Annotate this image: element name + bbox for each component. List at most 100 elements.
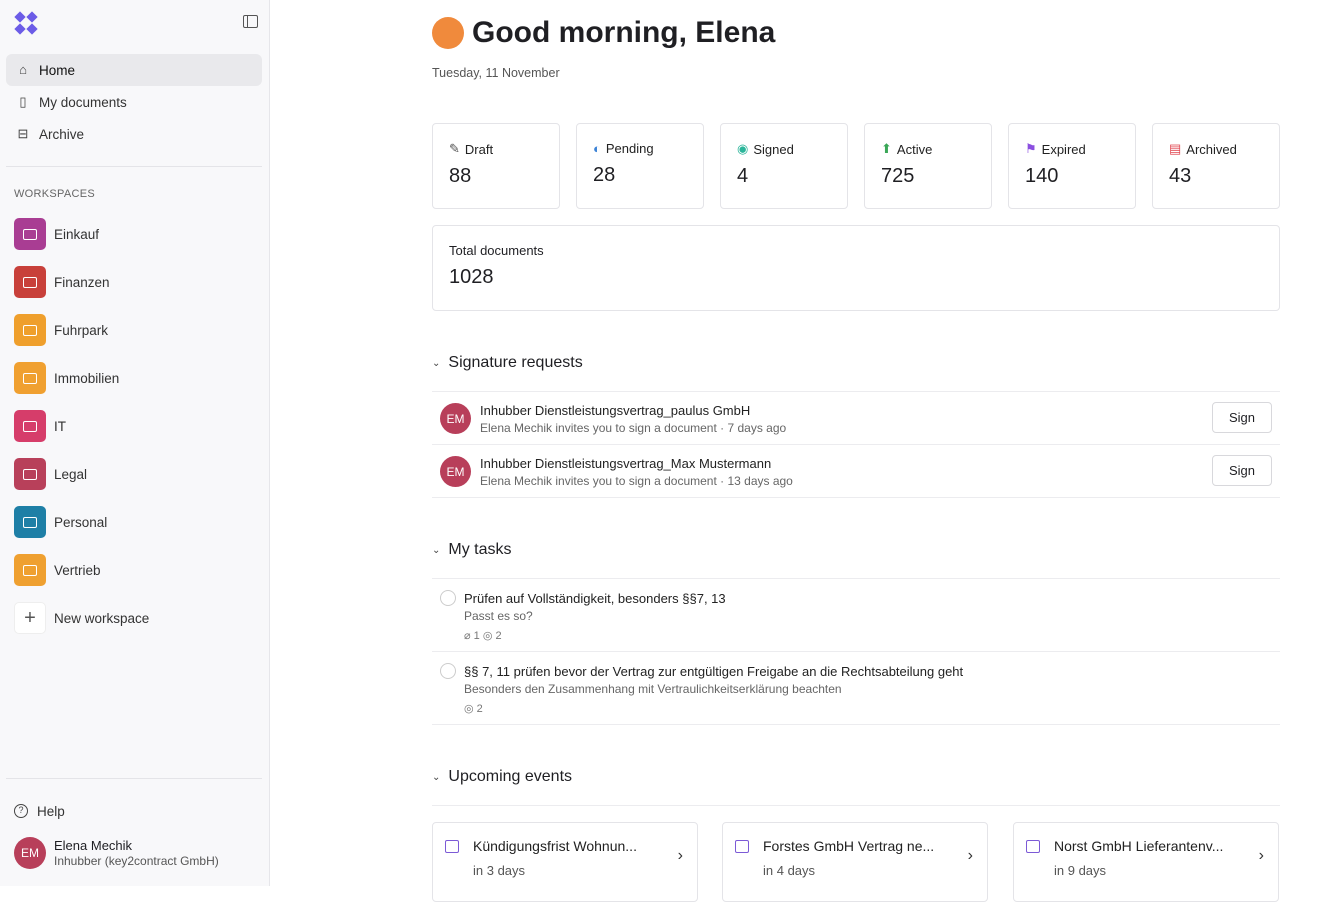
workspace-label: Legal xyxy=(54,466,88,482)
divider xyxy=(6,166,262,167)
help-link[interactable]: ? Help xyxy=(4,795,260,827)
workspace-personal[interactable]: Personal xyxy=(14,506,107,538)
sidebar: ⌂ Home ▯ My documents ⊟ Archive WORKSPACES … xyxy=(0,0,270,886)
chevron-right-icon: › xyxy=(1258,847,1264,864)
nav-label: Home xyxy=(39,62,76,78)
workspace-it[interactable]: IT xyxy=(14,410,66,442)
signature-request-row[interactable]: EM Inhubber Dienstleistungsvertrag_Max Mu… xyxy=(432,444,1280,497)
stat-value: 28 xyxy=(593,164,616,186)
workspaces-heading: WORKSPACES xyxy=(14,188,96,200)
stat-label: Pending xyxy=(605,141,654,156)
total-documents-card[interactable]: Total documents 1028 xyxy=(432,225,1280,311)
user-name: Elena Mechik xyxy=(54,838,133,853)
workspace-label: IT xyxy=(54,418,66,434)
workspace-label: Fuhrpark xyxy=(54,322,109,338)
task-checkbox[interactable] xyxy=(440,590,456,606)
sign-button[interactable]: Sign xyxy=(1212,455,1272,486)
stat-card-draft[interactable]: ✎ Draft 88 xyxy=(432,123,560,209)
folder-icon xyxy=(14,506,46,538)
event-card[interactable]: Norst GmbH Lieferantenv... in 9 days › xyxy=(1013,822,1279,902)
stat-value: 140 xyxy=(1025,165,1059,187)
sidebar-toggle-icon[interactable] xyxy=(243,15,258,28)
workspace-fuhrpark[interactable]: Fuhrpark xyxy=(14,314,108,346)
signature-request-row[interactable]: EM Inhubber Dienstleistungsvertrag_paulus… xyxy=(432,391,1280,444)
folder-icon xyxy=(14,554,46,586)
event-card[interactable]: Kündigungsfrist Wohnun... in 3 days › xyxy=(432,822,698,902)
workspace-legal[interactable]: Legal xyxy=(14,458,87,490)
event-when: in 3 days xyxy=(473,863,526,878)
stat-value: 43 xyxy=(1169,165,1192,187)
request-subtitle: Elena Mechik invites you to sign a docum… xyxy=(480,474,793,488)
total-label: Total documents xyxy=(449,243,544,258)
avatar: EM xyxy=(440,456,471,487)
stat-card-active[interactable]: ⬆ Active 725 xyxy=(864,123,992,209)
help-icon: ? xyxy=(14,804,28,818)
stat-label: Archived xyxy=(1186,141,1237,157)
half-circle-icon: ◐ xyxy=(593,141,601,156)
stat-value: 88 xyxy=(449,165,472,187)
workspace-finanzen[interactable]: Finanzen xyxy=(14,266,110,298)
workspace-label: Finanzen xyxy=(54,274,110,290)
event-card[interactable]: Forstes GmbH Vertrag ne... in 4 days › xyxy=(722,822,988,902)
check-circle-icon: ◉ xyxy=(737,141,749,156)
nav-archive[interactable]: ⊟ Archive xyxy=(6,118,262,150)
chevron-down-icon: ⌄ xyxy=(432,357,441,369)
chevron-down-icon: ⌄ xyxy=(432,771,441,783)
current-date: Tuesday, 11 November xyxy=(432,66,560,80)
task-row[interactable]: Prüfen auf Vollständigkeit, besonders §§… xyxy=(432,578,1280,651)
document-icon: ▯ xyxy=(19,94,27,109)
user-profile[interactable]: EM Elena Mechik Inhubber (key2contract G… xyxy=(14,836,254,870)
workspace-immobilien[interactable]: Immobilien xyxy=(14,362,119,394)
stat-card-expired[interactable]: ⚑ Expired 140 xyxy=(1008,123,1136,209)
nav-my-documents[interactable]: ▯ My documents xyxy=(6,86,262,118)
sign-button[interactable]: Sign xyxy=(1212,402,1272,433)
divider xyxy=(432,724,1280,725)
section-title: Upcoming events xyxy=(448,768,573,785)
folder-icon xyxy=(14,362,46,394)
document-title[interactable]: Inhubber Dienstleistungsvertrag_paulus G… xyxy=(480,403,751,418)
greeting: Good morning, Elena xyxy=(432,16,775,50)
stat-label: Draft xyxy=(464,141,494,157)
avatar: EM xyxy=(440,403,471,434)
event-when: in 4 days xyxy=(763,863,816,878)
workspace-einkauf[interactable]: Einkauf xyxy=(14,218,99,250)
nav-label: Archive xyxy=(39,126,85,142)
signature-requests-header[interactable]: ⌄ Signature requests xyxy=(432,354,583,372)
my-tasks-header[interactable]: ⌄ My tasks xyxy=(432,541,512,559)
upcoming-events-header[interactable]: ⌄ Upcoming events xyxy=(432,768,572,786)
document-title[interactable]: Inhubber Dienstleistungsvertrag_Max Must… xyxy=(480,456,772,471)
request-subtitle: Elena Mechik invites you to sign a docum… xyxy=(480,421,787,435)
folder-icon xyxy=(14,458,46,490)
flag-icon: ⚑ xyxy=(1025,141,1037,156)
task-checkbox[interactable] xyxy=(440,663,456,679)
chevron-right-icon: › xyxy=(677,847,683,864)
task-row[interactable]: §§ 7, 11 prüfen bevor der Vertrag zur en… xyxy=(432,651,1280,724)
nav-label: My documents xyxy=(39,94,127,110)
user-color-dot xyxy=(432,17,464,49)
calendar-icon xyxy=(445,840,459,853)
nav-home[interactable]: ⌂ Home xyxy=(6,54,262,86)
stat-card-pending[interactable]: ◐ Pending 28 xyxy=(576,123,704,209)
new-workspace-button[interactable]: + New workspace xyxy=(14,602,149,634)
archive-icon: ⊟ xyxy=(17,126,29,141)
workspace-vertrieb[interactable]: Vertrieb xyxy=(14,554,101,586)
event-title: Kündigungsfrist Wohnun... xyxy=(473,838,637,854)
stat-card-signed[interactable]: ◉ Signed 4 xyxy=(720,123,848,209)
event-title: Forstes GmbH Vertrag ne... xyxy=(763,838,935,854)
task-title[interactable]: §§ 7, 11 prüfen bevor der Vertrag zur en… xyxy=(464,664,964,679)
task-meta: ⌀ 1 ◎ 2 xyxy=(464,630,502,642)
task-title[interactable]: Prüfen auf Vollständigkeit, besonders §§… xyxy=(464,591,726,606)
avatar: EM xyxy=(14,837,46,869)
section-title: Signature requests xyxy=(448,354,583,371)
total-value: 1028 xyxy=(449,266,494,288)
stat-label: Active xyxy=(896,141,933,157)
folder-icon xyxy=(14,314,46,346)
stat-label: Signed xyxy=(753,141,794,157)
app-logo[interactable] xyxy=(14,11,38,35)
event-title: Norst GmbH Lieferantenv... xyxy=(1054,838,1224,854)
stat-card-archived[interactable]: ▤ Archived 43 xyxy=(1152,123,1280,209)
task-subtitle: Passt es so? xyxy=(464,609,533,623)
new-workspace-label: New workspace xyxy=(54,610,150,626)
workspace-label: Einkauf xyxy=(54,226,100,242)
arrow-up-circle-icon: ⬆ xyxy=(881,141,892,156)
